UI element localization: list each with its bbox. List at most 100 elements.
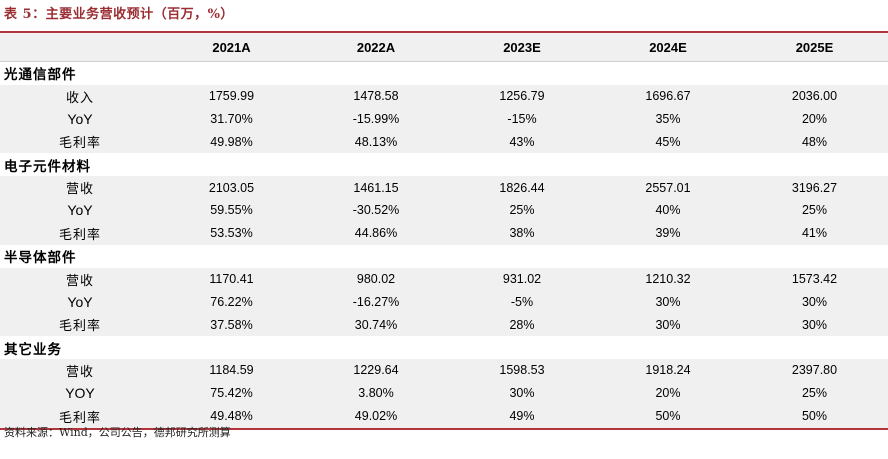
metric-label: 毛利率 xyxy=(0,404,160,430)
value-cell: 35% xyxy=(595,107,741,131)
value-cell: 1918.24 xyxy=(595,358,741,382)
section-title: 其它业务 xyxy=(0,336,888,359)
value-cell: 2103.05 xyxy=(160,176,303,200)
table-title: 表 5：主要业务营收预计（百万，%） xyxy=(4,7,234,22)
value-cell: 1229.64 xyxy=(303,358,449,382)
value-cell: 50% xyxy=(741,404,888,430)
value-cell: 49.48% xyxy=(160,404,303,430)
value-cell: 1573.42 xyxy=(741,267,888,291)
value-cell: 30% xyxy=(595,313,741,337)
section-title: 电子元件材料 xyxy=(0,153,888,177)
table-row: YoY 59.55% -30.52% 25% 40% 25% xyxy=(0,199,888,222)
value-cell: 30% xyxy=(741,313,888,337)
value-cell: 43% xyxy=(449,130,595,154)
metric-label: 收入 xyxy=(0,84,160,108)
value-cell: 41% xyxy=(741,221,888,245)
value-cell: 20% xyxy=(595,381,741,405)
value-cell: 49% xyxy=(449,404,595,430)
value-cell: 2397.80 xyxy=(741,358,888,382)
table-row: 收入 1759.99 1478.58 1256.79 1696.67 2036.00 xyxy=(0,84,888,108)
value-cell: 1759.99 xyxy=(160,84,303,108)
title-divider xyxy=(0,31,888,33)
value-cell: 1184.59 xyxy=(160,358,303,382)
value-cell: 30% xyxy=(741,290,888,314)
value-cell: 45% xyxy=(595,130,741,154)
revenue-forecast-table: 2021A 2022A 2023E 2024E 2025E 光通信部件 收入 175… xyxy=(0,33,888,430)
value-cell: 53.53% xyxy=(160,221,303,245)
value-cell: 48.13% xyxy=(303,130,449,154)
value-cell: 75.42% xyxy=(160,381,303,405)
metric-label: YoY xyxy=(0,107,160,131)
value-cell: 1826.44 xyxy=(449,176,595,200)
metric-label: 毛利率 xyxy=(0,130,160,154)
header-cell-2023e: 2023E xyxy=(449,33,595,62)
value-cell: 2557.01 xyxy=(595,176,741,200)
header-cell-2022a: 2022A xyxy=(303,33,449,62)
value-cell: 49.02% xyxy=(303,404,449,430)
value-cell: 30% xyxy=(449,381,595,405)
metric-label: YoY xyxy=(0,199,160,222)
table-row: 毛利率 49.98% 48.13% 43% 45% 48% xyxy=(0,130,888,154)
value-cell: -30.52% xyxy=(303,199,449,222)
value-cell: 25% xyxy=(449,199,595,222)
value-cell: 25% xyxy=(741,199,888,222)
value-cell: 980.02 xyxy=(303,267,449,291)
value-cell: 37.58% xyxy=(160,313,303,337)
section-row: 其它业务 xyxy=(0,336,888,359)
table-row: 毛利率 49.48% 49.02% 49% 50% 50% xyxy=(0,404,888,430)
value-cell: 1256.79 xyxy=(449,84,595,108)
value-cell: 44.86% xyxy=(303,221,449,245)
value-cell: 39% xyxy=(595,221,741,245)
section-row: 电子元件材料 xyxy=(0,153,888,177)
source-note: 资料来源：Wind，公司公告，德邦研究所测算 xyxy=(4,426,231,439)
value-cell: 931.02 xyxy=(449,267,595,291)
value-cell: 1210.32 xyxy=(595,267,741,291)
header-cell-2025e: 2025E xyxy=(741,33,888,62)
header-cell-blank xyxy=(0,33,160,62)
value-cell: -15% xyxy=(449,107,595,131)
value-cell: 31.70% xyxy=(160,107,303,131)
metric-label: YOY xyxy=(0,381,160,405)
value-cell: 3196.27 xyxy=(741,176,888,200)
section-row: 半导体部件 xyxy=(0,244,888,268)
value-cell: 1461.15 xyxy=(303,176,449,200)
metric-label: 营收 xyxy=(0,267,160,291)
value-cell: 38% xyxy=(449,221,595,245)
table-row: YOY 75.42% 3.80% 30% 20% 25% xyxy=(0,381,888,405)
value-cell: 48% xyxy=(741,130,888,154)
value-cell: 30.74% xyxy=(303,313,449,337)
value-cell: 2036.00 xyxy=(741,84,888,108)
table-row: 毛利率 53.53% 44.86% 38% 39% 41% xyxy=(0,221,888,245)
table-row: YoY 31.70% -15.99% -15% 35% 20% xyxy=(0,107,888,131)
header-row: 2021A 2022A 2023E 2024E 2025E xyxy=(0,33,888,62)
value-cell: 3.80% xyxy=(303,381,449,405)
header-cell-2024e: 2024E xyxy=(595,33,741,62)
value-cell: 76.22% xyxy=(160,290,303,314)
value-cell: 1170.41 xyxy=(160,267,303,291)
table-row: 营收 2103.05 1461.15 1826.44 2557.01 3196.27 xyxy=(0,176,888,200)
value-cell: 28% xyxy=(449,313,595,337)
value-cell: 49.98% xyxy=(160,130,303,154)
table-row: YoY 76.22% -16.27% -5% 30% 30% xyxy=(0,290,888,314)
value-cell: 1478.58 xyxy=(303,84,449,108)
value-cell: -5% xyxy=(449,290,595,314)
header-cell-2021a: 2021A xyxy=(160,33,303,62)
value-cell: 40% xyxy=(595,199,741,222)
value-cell: 25% xyxy=(741,381,888,405)
table-row: 营收 1170.41 980.02 931.02 1210.32 1573.42 xyxy=(0,267,888,291)
value-cell: 1598.53 xyxy=(449,358,595,382)
value-cell: 50% xyxy=(595,404,741,430)
metric-label: 营收 xyxy=(0,176,160,200)
value-cell: -15.99% xyxy=(303,107,449,131)
value-cell: 1696.67 xyxy=(595,84,741,108)
section-row: 光通信部件 xyxy=(0,61,888,85)
metric-label: 毛利率 xyxy=(0,221,160,245)
value-cell: 59.55% xyxy=(160,199,303,222)
section-title: 光通信部件 xyxy=(0,61,888,85)
section-title: 半导体部件 xyxy=(0,244,888,268)
table-row: 毛利率 37.58% 30.74% 28% 30% 30% xyxy=(0,313,888,337)
table-row: 营收 1184.59 1229.64 1598.53 1918.24 2397.80 xyxy=(0,358,888,382)
value-cell: 20% xyxy=(741,107,888,131)
metric-label: 毛利率 xyxy=(0,313,160,337)
value-cell: -16.27% xyxy=(303,290,449,314)
